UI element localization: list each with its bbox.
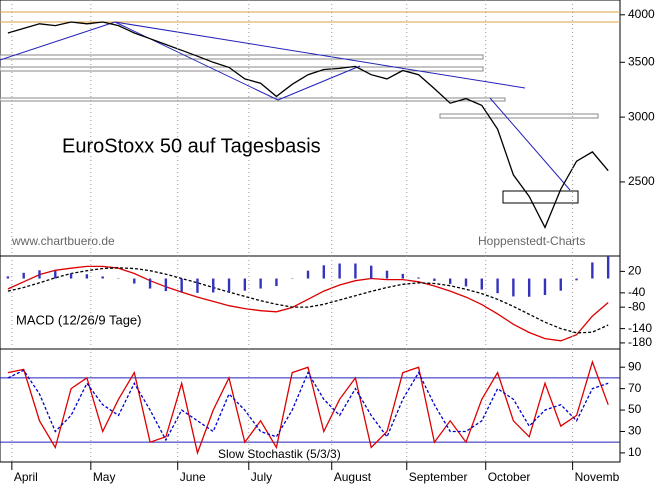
y-tick-label: -40	[628, 285, 646, 299]
histogram-bar	[212, 278, 215, 293]
trend-line	[114, 21, 279, 101]
histogram-bar	[575, 278, 578, 281]
annotation: Slow Stochastik (5/3/3)	[218, 447, 341, 461]
series-line	[7, 369, 609, 442]
x-tick-label: October	[488, 470, 531, 484]
y-tick-label: 3500	[628, 54, 655, 68]
histogram-bar	[370, 265, 373, 279]
histogram-bar	[401, 273, 405, 279]
histogram-bar	[133, 278, 136, 284]
histogram-bar	[591, 262, 594, 279]
y-tick-label: -180	[628, 335, 652, 349]
histogram-bar	[543, 278, 547, 295]
annotation: MACD (12/26/9 Tage)	[16, 312, 142, 327]
series-line	[7, 265, 609, 342]
histogram-bar	[306, 270, 310, 279]
histogram-bar	[322, 265, 326, 279]
trend-line	[0, 21, 116, 61]
histogram-bar	[354, 263, 357, 279]
histogram-bar	[38, 270, 41, 279]
zone	[439, 113, 599, 119]
series-line	[7, 359, 609, 456]
zone	[0, 66, 484, 72]
histogram-bar	[433, 278, 436, 282]
y-tick-label: 20	[628, 264, 642, 278]
annotation: Hoppenstedt-Charts	[478, 234, 585, 248]
x-tick-label: July	[251, 470, 272, 484]
zone	[502, 190, 579, 204]
histogram-bar	[196, 278, 199, 293]
x-tick-label: May	[93, 470, 116, 484]
histogram-bar	[606, 256, 610, 279]
histogram-bar	[227, 278, 231, 293]
x-tick-label: April	[14, 470, 38, 484]
histogram-bar	[385, 270, 389, 279]
zone	[0, 97, 506, 102]
series-line	[7, 21, 609, 229]
histogram-bar	[417, 277, 420, 279]
histogram-bar	[480, 278, 483, 290]
histogram-bar	[69, 273, 73, 279]
y-tick-label: 4000	[628, 7, 655, 21]
histogram-bar	[559, 278, 562, 291]
y-tick-label: 90	[628, 359, 642, 373]
y-tick-label: -140	[628, 321, 652, 335]
histogram-bar	[512, 278, 515, 297]
y-tick-label: 2500	[628, 174, 655, 188]
histogram-bar	[101, 276, 104, 279]
plot-frame	[0, 0, 621, 463]
trend-line	[114, 21, 526, 89]
histogram-bar	[180, 278, 183, 293]
x-tick-label: September	[409, 470, 468, 484]
histogram-bar	[243, 278, 247, 291]
histogram-bar	[164, 278, 168, 292]
x-tick-label: August	[334, 470, 372, 484]
histogram-bar	[259, 278, 262, 289]
trend-lines	[0, 11, 620, 204]
y-tick-label: -80	[628, 299, 646, 313]
y-tick-label: 50	[628, 402, 642, 416]
histogram-bar	[54, 271, 57, 279]
histogram-bar	[22, 272, 25, 279]
chart-title: EuroStoxx 50 auf Tagesbasis	[62, 135, 321, 157]
y-tick-label: 70	[628, 381, 642, 395]
annotation: www.chartbuero.de	[11, 234, 115, 248]
histogram-bar	[6, 276, 10, 279]
x-tick-label: Novemb	[575, 470, 620, 484]
histogram-bar	[496, 278, 499, 294]
histogram-bar	[85, 274, 89, 279]
trend-line	[277, 65, 361, 101]
trend-line	[489, 97, 571, 191]
histogram-bar	[448, 278, 452, 284]
y-tick-label: 10	[628, 445, 642, 459]
histogram-bar	[527, 278, 531, 297]
histogram-bar	[275, 278, 278, 287]
histogram-bar	[338, 263, 341, 279]
y-tick-label: 30	[628, 424, 642, 438]
y-tick-label: 3000	[628, 109, 655, 123]
histogram-bar	[148, 278, 152, 289]
histogram-bar	[464, 278, 468, 287]
zone	[0, 54, 484, 60]
x-tick-label: June	[180, 470, 206, 484]
series-line	[7, 267, 609, 334]
